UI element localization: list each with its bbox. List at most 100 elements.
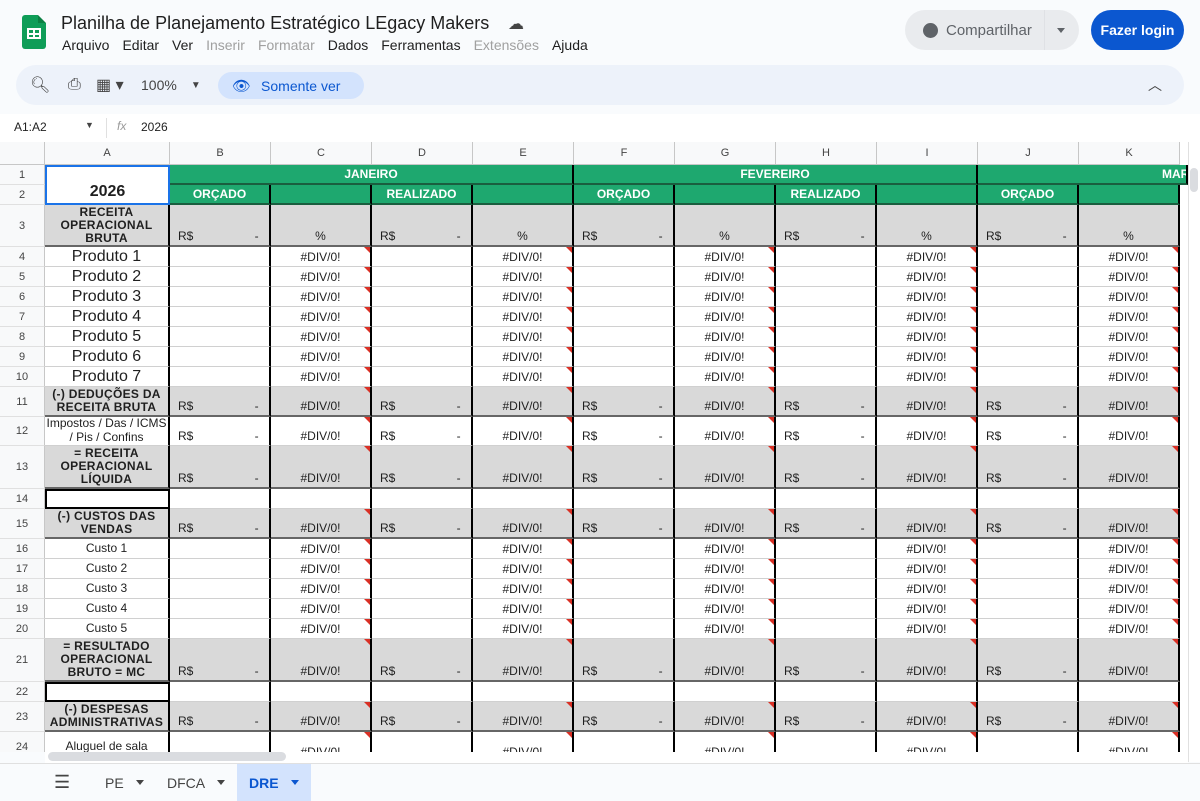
data-cell[interactable]: #DIV/0! (877, 347, 978, 367)
data-cell[interactable]: R$ - (372, 702, 473, 732)
data-cell[interactable] (372, 619, 473, 639)
data-cell[interactable]: R$ - (574, 702, 675, 732)
data-cell[interactable] (776, 599, 877, 619)
data-cell[interactable] (170, 367, 271, 387)
data-cell[interactable]: #DIV/0! (877, 559, 978, 579)
data-cell[interactable]: #DIV/0! (271, 619, 372, 639)
data-cell[interactable]: R$ - (372, 387, 473, 417)
share-button[interactable]: Compartilhar (905, 10, 1079, 50)
data-cell[interactable]: #DIV/0! (1079, 307, 1180, 327)
row-label-cell[interactable]: = RESULTADO OPERACIONAL BRUTO = MC (45, 639, 170, 682)
data-cell[interactable]: R$ - (978, 702, 1079, 732)
row-header-9[interactable]: 9 (0, 347, 45, 367)
column-header-A[interactable]: A (45, 142, 170, 165)
data-cell[interactable]: #DIV/0! (877, 579, 978, 599)
row-header-21[interactable]: 21 (0, 639, 45, 682)
row-label-cell[interactable]: RECEITA OPERACIONAL BRUTA (45, 205, 170, 247)
select-all-corner[interactable] (0, 142, 45, 165)
data-cell[interactable]: #DIV/0! (877, 639, 978, 682)
data-cell[interactable] (574, 579, 675, 599)
row-header-7[interactable]: 7 (0, 307, 45, 327)
data-cell[interactable] (574, 367, 675, 387)
data-cell[interactable]: #DIV/0! (271, 732, 372, 752)
data-cell[interactable] (574, 347, 675, 367)
data-cell[interactable] (978, 287, 1079, 307)
data-cell[interactable]: #DIV/0! (473, 417, 574, 446)
data-cell[interactable] (170, 619, 271, 639)
data-cell[interactable]: #DIV/0! (473, 732, 574, 752)
row-label-cell[interactable]: Custo 1 (45, 539, 170, 559)
data-cell[interactable]: #DIV/0! (1079, 267, 1180, 287)
data-cell[interactable]: % (675, 205, 776, 247)
data-cell[interactable]: R$ - (978, 205, 1079, 247)
row-label-cell[interactable]: Custo 4 (45, 599, 170, 619)
data-cell[interactable] (776, 732, 877, 752)
data-cell[interactable]: #DIV/0! (271, 599, 372, 619)
row-header-8[interactable]: 8 (0, 327, 45, 347)
data-cell[interactable] (372, 267, 473, 287)
data-cell[interactable]: #DIV/0! (675, 387, 776, 417)
data-cell[interactable] (978, 247, 1079, 267)
data-cell[interactable]: #DIV/0! (473, 539, 574, 559)
data-cell[interactable]: #DIV/0! (877, 247, 978, 267)
data-cell[interactable] (271, 682, 372, 702)
column-header-B[interactable]: B (170, 142, 271, 165)
data-cell[interactable] (978, 732, 1079, 752)
data-cell[interactable] (675, 682, 776, 702)
data-cell[interactable]: R$ - (776, 417, 877, 446)
search-icon[interactable]: 🔍︎ (30, 77, 51, 94)
chevron-down-icon[interactable] (135, 780, 144, 785)
data-cell[interactable]: #DIV/0! (1079, 732, 1180, 752)
data-cell[interactable]: #DIV/0! (877, 367, 978, 387)
data-cell[interactable] (978, 367, 1079, 387)
data-cell[interactable]: #DIV/0! (271, 639, 372, 682)
data-cell[interactable] (574, 559, 675, 579)
row-label-cell[interactable]: Produto 3 (45, 287, 170, 307)
data-cell[interactable]: #DIV/0! (473, 287, 574, 307)
row-header-14[interactable]: 14 (0, 489, 45, 509)
data-cell[interactable] (170, 247, 271, 267)
data-cell[interactable] (473, 489, 574, 509)
sheet-tab-dfca[interactable]: DFCA (155, 764, 237, 801)
data-cell[interactable] (170, 559, 271, 579)
data-cell[interactable] (170, 579, 271, 599)
collapse-chevron-icon[interactable]: ︿ (1148, 77, 1162, 93)
data-cell[interactable]: #DIV/0! (473, 247, 574, 267)
data-cell[interactable]: #DIV/0! (877, 702, 978, 732)
data-cell[interactable] (170, 539, 271, 559)
data-cell[interactable]: R$ - (170, 509, 271, 539)
data-cell[interactable] (978, 267, 1079, 287)
data-cell[interactable]: #DIV/0! (675, 417, 776, 446)
data-cell[interactable] (372, 489, 473, 509)
data-cell[interactable]: #DIV/0! (675, 347, 776, 367)
data-cell[interactable] (372, 287, 473, 307)
row-label-cell[interactable]: Impostos / Das / ICMS / Pis / Confins (45, 417, 170, 446)
data-cell[interactable]: #DIV/0! (1079, 702, 1180, 732)
data-cell[interactable]: #DIV/0! (473, 446, 574, 489)
data-cell[interactable]: #DIV/0! (675, 287, 776, 307)
column-header-G[interactable]: G (675, 142, 776, 165)
data-cell[interactable] (877, 489, 978, 509)
data-cell[interactable] (574, 732, 675, 752)
data-cell[interactable] (170, 489, 271, 509)
data-cell[interactable] (170, 732, 271, 752)
data-cell[interactable]: R$ - (574, 205, 675, 247)
data-cell[interactable]: #DIV/0! (473, 639, 574, 682)
data-cell[interactable]: #DIV/0! (1079, 446, 1180, 489)
data-cell[interactable] (574, 619, 675, 639)
menu-ferramentas[interactable]: Ferramentas (381, 37, 461, 53)
data-cell[interactable]: #DIV/0! (271, 387, 372, 417)
data-cell[interactable] (776, 619, 877, 639)
data-cell[interactable] (372, 307, 473, 327)
data-cell[interactable]: R$ - (170, 639, 271, 682)
row-header-17[interactable]: 17 (0, 559, 45, 579)
menu-ajuda[interactable]: Ajuda (551, 37, 588, 53)
column-header-J[interactable]: J (978, 142, 1079, 165)
column-header-E[interactable]: E (473, 142, 574, 165)
data-cell[interactable]: R$ - (170, 205, 271, 247)
data-cell[interactable]: R$ - (170, 446, 271, 489)
chevron-down-icon[interactable] (290, 780, 299, 785)
data-cell[interactable]: #DIV/0! (675, 247, 776, 267)
row-header-16[interactable]: 16 (0, 539, 45, 559)
data-cell[interactable]: #DIV/0! (271, 579, 372, 599)
